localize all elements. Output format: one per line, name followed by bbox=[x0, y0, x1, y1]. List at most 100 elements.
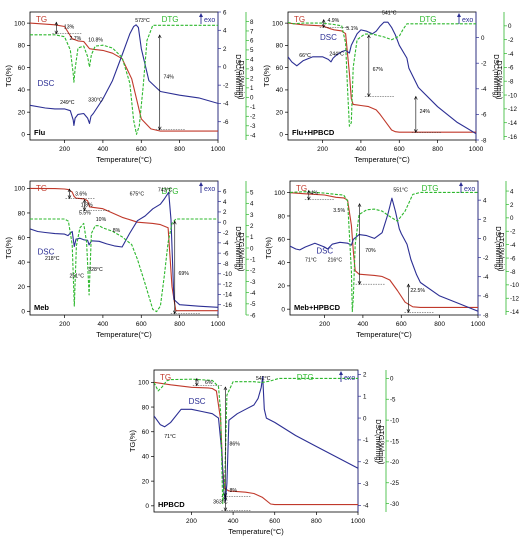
legend-exo: exo bbox=[462, 17, 473, 24]
dsc-axis-label: DSC(mW/mg) bbox=[492, 54, 499, 98]
dtg-tick-label: -30 bbox=[390, 501, 400, 508]
curves bbox=[154, 376, 358, 512]
annotation-label: 10.8% bbox=[88, 37, 103, 43]
exo-arrowhead bbox=[199, 13, 203, 17]
annotation-label: 66°C bbox=[299, 53, 311, 59]
annotation-label: 2.7% bbox=[69, 36, 81, 42]
dtg-tick-label: -14 bbox=[510, 309, 520, 316]
annotation-label: 5.1% bbox=[346, 26, 358, 32]
legend-tg: TG bbox=[36, 15, 47, 24]
tg-tick-label: 20 bbox=[276, 109, 284, 116]
annotation-label: 67% bbox=[373, 67, 384, 73]
exo-arrowhead bbox=[199, 182, 203, 186]
dsc-tick-label: -4 bbox=[481, 86, 487, 93]
arrowhead-up bbox=[223, 386, 228, 391]
arrowhead-up bbox=[357, 203, 362, 207]
annotation-label: 8% bbox=[113, 228, 121, 234]
dsc-axis-label: DSC(mW/mg) bbox=[374, 419, 381, 463]
x-tick-label: 800 bbox=[434, 321, 445, 328]
annotation-label: 1.8% bbox=[81, 202, 93, 208]
tg-tick-label: 60 bbox=[278, 237, 286, 244]
dtg-axis-label: DTG(%/min) bbox=[237, 233, 244, 272]
x-tick-label: 600 bbox=[136, 146, 147, 153]
tg-tick-label: 100 bbox=[138, 380, 149, 387]
x-tick-label: 800 bbox=[432, 146, 443, 153]
tg-tick-label: 0 bbox=[279, 132, 283, 139]
tg-line bbox=[30, 187, 218, 312]
dtg-tick-label: -2 bbox=[250, 268, 256, 275]
legend-dsc: DSC bbox=[38, 248, 55, 257]
dsc-tick-label: -2 bbox=[481, 61, 487, 68]
dtg-tick-label: 5 bbox=[250, 189, 254, 196]
legend-dtg: DTG bbox=[420, 15, 437, 24]
sample-label: Flu bbox=[34, 128, 46, 137]
arrowhead-up bbox=[367, 34, 371, 39]
annotation-label: 3.6% bbox=[75, 192, 87, 198]
annotation-label: 573°C bbox=[135, 18, 150, 24]
dsc-tick-label: -10 bbox=[223, 271, 233, 278]
tg-tick-label: 20 bbox=[278, 283, 286, 290]
dsc-tick-label: 2 bbox=[223, 46, 227, 53]
dtg-tick-label: -6 bbox=[508, 65, 514, 72]
tg-tick-label: 100 bbox=[274, 190, 285, 197]
dtg-tick-label: -8 bbox=[508, 78, 514, 85]
dtg-line bbox=[30, 218, 218, 313]
x-tick-label: 800 bbox=[174, 146, 185, 153]
dsc-tick-label: -4 bbox=[363, 503, 369, 510]
dtg-tick-label: 4 bbox=[250, 201, 254, 208]
tg-tick-label: 0 bbox=[21, 132, 25, 139]
arrowhead-up bbox=[54, 21, 59, 26]
dsc-tick-label: -6 bbox=[223, 119, 229, 126]
annotation-label: 218°C bbox=[45, 256, 60, 262]
dsc-line bbox=[154, 376, 358, 502]
annotation-label: 743°C bbox=[158, 188, 173, 194]
dsc-tick-label: -12 bbox=[223, 281, 233, 288]
dtg-tick-label: -10 bbox=[510, 282, 520, 289]
legend-dtg: DTG bbox=[162, 187, 179, 196]
dtg-tick-label: -14 bbox=[508, 120, 518, 127]
tg-tick-label: 0 bbox=[281, 306, 285, 313]
tg-tick-label: 60 bbox=[142, 429, 150, 436]
dsc-axis-label: DSC(mW/mg) bbox=[494, 226, 501, 270]
tg-axis-label: TG(%) bbox=[4, 236, 13, 259]
dtg-tick-label: -12 bbox=[510, 296, 520, 303]
annotation-label: 328°C bbox=[88, 267, 103, 273]
arrowhead-up bbox=[172, 220, 177, 225]
dsc-axis-label: DSC(mW/mg) bbox=[234, 226, 241, 270]
dsc-line bbox=[290, 197, 478, 312]
dtg-tick-label: -8 bbox=[510, 269, 516, 276]
dsc-axis-label: DSC(mW/mg) bbox=[234, 54, 241, 98]
annotation-label: 249°C bbox=[60, 100, 75, 106]
legend-dtg: DTG bbox=[297, 373, 314, 382]
tg-tick-label: 0 bbox=[145, 503, 149, 510]
x-tick-label: 200 bbox=[317, 146, 328, 153]
curves bbox=[288, 19, 476, 135]
dtg-axis-label: DTG(%/min) bbox=[237, 61, 244, 100]
annotation-label: 675°C bbox=[130, 192, 145, 198]
annotation-label: 8% bbox=[229, 488, 237, 494]
dsc-line bbox=[30, 24, 218, 126]
plot-frame bbox=[153, 369, 359, 513]
dtg-tick-label: 2 bbox=[250, 76, 254, 83]
annotation-label: 24% bbox=[420, 109, 431, 115]
dtg-tick-label: 0 bbox=[510, 215, 514, 222]
dsc-tick-label: -16 bbox=[223, 302, 233, 309]
dtg-tick-label: -4 bbox=[250, 133, 256, 140]
annotation-label: 74% bbox=[163, 75, 174, 81]
exo-arrowhead bbox=[459, 182, 463, 186]
dtg-tick-label: 4 bbox=[510, 188, 514, 195]
dsc-line bbox=[30, 191, 218, 308]
dtg-axis-label: DTG(%/min) bbox=[495, 61, 502, 100]
tg-tick-label: 80 bbox=[18, 210, 26, 217]
dtg-tick-label: -6 bbox=[510, 255, 516, 262]
dtg-line bbox=[290, 191, 478, 313]
arrowhead-up bbox=[82, 199, 87, 203]
dtg-tick-label: -10 bbox=[390, 417, 400, 424]
dtg-tick-label: 0 bbox=[250, 95, 254, 102]
arrowhead-up bbox=[67, 188, 72, 193]
arrowhead-up bbox=[157, 34, 162, 39]
dsc-tick-label: -6 bbox=[223, 250, 229, 257]
x-tick-label: 200 bbox=[319, 321, 330, 328]
dtg-tick-label: -3 bbox=[250, 123, 256, 130]
dtg-tick-label: -1 bbox=[250, 104, 256, 111]
